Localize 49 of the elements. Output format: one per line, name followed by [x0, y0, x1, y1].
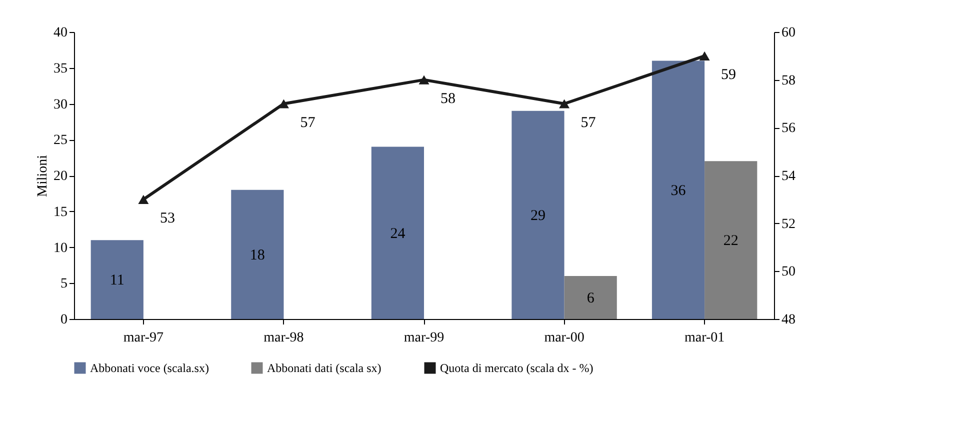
data-label: 22 [723, 233, 738, 250]
data-label: 24 [390, 226, 406, 242]
x-tick-label: mar-99 [404, 330, 444, 346]
bar [704, 161, 758, 319]
data-label: 59 [721, 66, 736, 83]
bar [371, 146, 424, 319]
y-tick-label: 5 [60, 276, 68, 292]
data-label: 6 [586, 290, 595, 306]
bar [512, 110, 564, 319]
y-tick-label: 25 [54, 133, 68, 148]
point [138, 194, 149, 204]
x-tick-label: mar-01 [684, 330, 725, 346]
y-tick-label: 30 [54, 97, 68, 112]
y2-tick-label: 60 [782, 26, 796, 40]
data-label: 53 [160, 210, 175, 226]
data-label: 58 [440, 90, 456, 107]
data-label: 29 [530, 208, 546, 224]
bar [652, 60, 705, 319]
data-label: 36 [670, 182, 686, 199]
point [418, 75, 430, 84]
bar [231, 190, 284, 319]
data-label: 57 [300, 114, 316, 131]
bar [564, 276, 617, 319]
data-label: 11 [110, 272, 124, 289]
y-tick-label: 40 [54, 26, 68, 40]
y-axis-title: Milioni [36, 154, 50, 198]
point [559, 99, 570, 108]
data-label: 57 [580, 114, 596, 131]
y-tick-label: 0 [60, 312, 68, 328]
legend-label: Abbonati voce (scala.sx) [90, 361, 209, 375]
y2-tick-label: 58 [782, 73, 796, 88]
bar [90, 240, 144, 319]
y-tick-label: 35 [54, 61, 68, 76]
y2-tick-label: 50 [782, 264, 796, 280]
y-tick-label: 15 [54, 204, 68, 220]
x-tick-label: mar-98 [264, 330, 304, 346]
y-tick-label: 10 [54, 240, 68, 256]
y2-tick-label: 52 [782, 216, 796, 232]
x-tick-label: mar-00 [544, 330, 584, 346]
y-tick-label: 20 [54, 169, 68, 184]
point [699, 51, 710, 60]
point [278, 99, 289, 108]
y2-tick-label: 48 [782, 312, 796, 328]
legend-label: Quota di mercato (scala dx - %) [440, 361, 594, 375]
y2-tick-label: 56 [782, 121, 796, 136]
legend-label: Abbonati dati (scala sx) [267, 361, 382, 375]
y2-tick-label: 54 [782, 169, 796, 184]
data-label: 18 [250, 247, 265, 264]
x-tick-label: mar-97 [123, 330, 164, 346]
